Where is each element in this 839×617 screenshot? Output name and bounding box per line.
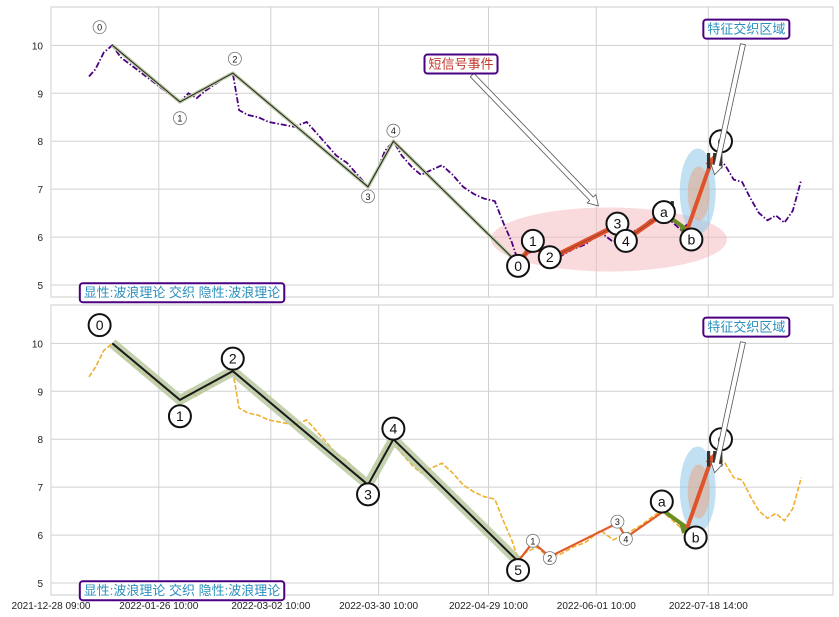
large-wave-label-text: 1 <box>529 233 537 249</box>
large-wave-label-text: 2 <box>546 249 554 265</box>
abc-wave-label-text: a <box>658 494 666 510</box>
large-wave-label-circle <box>167 404 192 429</box>
large-wave-label-text: 3 <box>614 216 622 232</box>
x-tick-label: 2022-06-01 10:00 <box>557 601 636 612</box>
y-tick-label: 10 <box>32 339 44 350</box>
abc-wave-label-circle <box>649 489 674 514</box>
small-wave-label-circle <box>92 20 107 35</box>
large-wave-line <box>111 342 519 563</box>
small-wave-label-circle <box>173 111 187 126</box>
large-wave-label-circle <box>506 558 531 583</box>
small-wave-label-circle <box>618 532 633 546</box>
annotation-arrow <box>469 72 599 207</box>
small-wave-label-circle <box>525 533 540 548</box>
abc-wave-label-circle <box>683 525 708 550</box>
large-wave-label-circle <box>506 253 531 278</box>
x-tick-label: 2022-03-30 10:00 <box>339 601 418 612</box>
large-wave-label-text: 3 <box>364 486 372 502</box>
large-wave-label-text: 5 <box>514 562 522 578</box>
annotation-frame <box>78 282 286 304</box>
y-tick-label: 10 <box>32 41 44 52</box>
x-tick-label: 2022-01-26 10:00 <box>119 601 198 612</box>
annotation-box: 短信号事件 <box>423 53 499 75</box>
x-tick-label: 2022-03-02 10:00 <box>231 601 310 612</box>
wave-b-c <box>685 455 715 529</box>
legend-box: 显性:波浪理论 交织 隐性:波浪理论 <box>78 282 286 304</box>
annotation-frame <box>702 18 791 40</box>
abc-wave-label-text: b <box>687 231 695 247</box>
annotation-frame <box>423 53 499 75</box>
large-wave-label-circle <box>651 200 676 225</box>
y-tick-label: 9 <box>37 89 43 100</box>
small-wave-label-text: 3 <box>615 517 620 527</box>
small-wave-label-text: 1 <box>177 114 182 124</box>
x-tick-label: 2021-12-28 09:00 <box>12 601 91 612</box>
annotation-arrow <box>710 341 746 474</box>
abc-wave-label-circle <box>679 227 704 252</box>
annotation-text: 显性:波浪理论 交织 隐性:波浪理论 <box>84 285 280 300</box>
small-wave-label-text: 0 <box>97 23 102 33</box>
large-wave-label-text: 0 <box>96 317 104 333</box>
annotation-frame <box>78 580 286 602</box>
y-tick-label: 6 <box>37 531 43 542</box>
large-wave-label-text: 0 <box>514 258 522 274</box>
large-wave-label-circle <box>537 245 562 270</box>
large-wave-label-circle <box>87 313 112 338</box>
small-wave-label-text: 1 <box>530 536 535 546</box>
abc-wave-label-text: b <box>692 529 700 545</box>
y-tick-label: 9 <box>37 387 43 398</box>
large-wave-label-text: 4 <box>622 233 630 249</box>
panel-2: 5678910IIII1234012345abc特征交织区域显性:波浪理论 交织… <box>32 304 834 602</box>
y-tick-label: 7 <box>37 185 43 196</box>
small-wave-label-text: 2 <box>232 54 237 64</box>
large-wave-label-text: a <box>660 204 668 220</box>
small-wave-label-circle <box>386 123 401 138</box>
small-wave-label-text: 4 <box>623 534 628 544</box>
annotation-text: 特征交织区域 <box>707 320 785 335</box>
small-wave-line <box>111 44 519 264</box>
x-tick-label: 2022-07-18 14:00 <box>669 601 748 612</box>
y-tick-label: 8 <box>37 435 43 446</box>
annotation-text: 显性:波浪理论 交织 隐性:波浪理论 <box>84 583 280 598</box>
annotation-text: 特征交织区域 <box>707 22 785 37</box>
x-tick-label: 2022-04-29 10:00 <box>449 601 528 612</box>
annotation-box: 特征交织区域 <box>702 18 791 40</box>
y-tick-label: 6 <box>37 233 43 244</box>
large-wave-label-text: 4 <box>389 421 397 437</box>
small-wave-label-circle <box>542 551 557 565</box>
large-wave-label-text: 1 <box>176 408 184 424</box>
legend-box: 显性:波浪理论 交织 隐性:波浪理论 <box>78 580 286 602</box>
annotation-frame <box>702 316 791 338</box>
small-wave-label-circle <box>361 189 375 204</box>
small-wave-label-circle <box>610 514 625 529</box>
small-wave-label-text: 3 <box>366 192 371 202</box>
panel-1: 5678910IIIIII01234501234abc短信号事件特征交织区域显性… <box>32 6 834 304</box>
large-wave-label-circle <box>520 228 545 253</box>
large-wave-label-text: 2 <box>229 351 237 367</box>
annotation-box: 特征交织区域 <box>702 316 791 338</box>
small-wave-label-circle <box>227 51 242 66</box>
y-tick-label: 5 <box>37 579 43 590</box>
small-wave-label-text: 2 <box>547 554 552 564</box>
annotation-arrow <box>710 43 746 176</box>
large-wave-label-circle <box>220 346 245 371</box>
large-wave-label-circle <box>613 228 638 253</box>
small-wave-label-text: 4 <box>391 126 396 136</box>
y-tick-label: 8 <box>37 137 43 148</box>
y-tick-label: 7 <box>37 483 43 494</box>
y-tick-label: 5 <box>37 281 43 292</box>
annotation-text: 短信号事件 <box>429 57 494 72</box>
wave-b-c <box>685 157 715 231</box>
large-wave-label-circle <box>381 416 406 441</box>
large-wave-label-circle <box>356 482 381 507</box>
